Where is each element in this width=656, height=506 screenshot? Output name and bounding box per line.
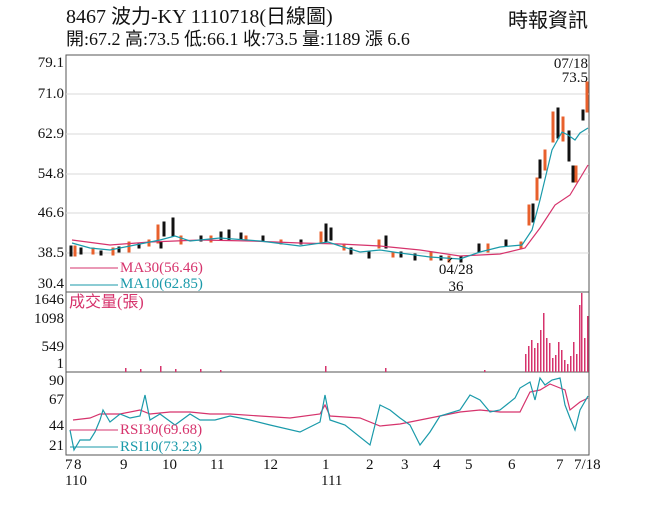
price-tick: 71.0 <box>37 86 64 102</box>
chart-title: 8467 波力-KY 1110718(日線圖) <box>66 6 333 28</box>
x-tick: 7/18 <box>574 457 601 473</box>
price-tick: 38.5 <box>37 245 64 261</box>
x-tick: 11 <box>210 457 225 473</box>
volume-tick: 1646 <box>34 292 64 308</box>
quote-summary: 開:67.2 高:73.5 低:66.1 收:73.5 量:1189 漲 6.6 <box>66 29 410 49</box>
price-tick: 62.9 <box>37 126 64 142</box>
rsi10-line <box>69 376 589 452</box>
ma30-legend: MA30(56.46) <box>120 260 203 276</box>
x-tick: 7 <box>556 457 564 473</box>
x-tick: 10 <box>162 457 177 473</box>
x-tick: 2 <box>366 457 374 473</box>
price-tick: 54.8 <box>37 166 64 182</box>
candlesticks <box>69 81 589 263</box>
x-tick: 5 <box>465 457 473 473</box>
rsi-tick: 90 <box>49 373 64 389</box>
last-date-label: 07/18 <box>553 56 588 72</box>
x-tick: 7 <box>65 457 73 473</box>
low-marker <box>447 257 453 263</box>
price-tick: 79.1 <box>37 55 64 71</box>
x-tick: 6 <box>508 457 516 473</box>
x-tick: 4 <box>433 457 441 473</box>
volume-tick: 549 <box>41 339 65 355</box>
price-tick: 46.6 <box>37 205 64 221</box>
x-year: 111 <box>321 473 343 489</box>
price-tick: 30.4 <box>37 276 64 292</box>
ma10-legend: MA10(62.85) <box>120 276 203 292</box>
source-label: 時報資訊 <box>508 10 588 32</box>
x-tick: 12 <box>263 457 278 473</box>
x-tick: 3 <box>401 457 409 473</box>
volume-tick: 1098 <box>34 311 64 327</box>
chart-frame <box>65 54 590 456</box>
low-date-label: 04/28 <box>438 262 474 278</box>
volume-title: 成交量(張) <box>69 294 144 311</box>
x-tick: 1 <box>322 457 330 473</box>
rsi-tick: 67 <box>49 392 64 408</box>
rsi10-legend: RSI10(73.23) <box>120 439 203 455</box>
x-tick: 9 <box>120 457 128 473</box>
x-tick: 8 <box>74 457 82 473</box>
low-price-label: 36 <box>448 279 464 295</box>
rsi-tick: 44 <box>49 418 64 434</box>
volume-tick: 1 <box>56 356 65 372</box>
rsi30-line <box>72 383 589 427</box>
last-price-label: 73.5 <box>561 70 588 86</box>
volume-bars <box>125 293 589 372</box>
rsi30-legend: RSI30(69.68) <box>120 422 203 438</box>
rsi-tick: 21 <box>49 438 64 454</box>
ma10-line <box>71 127 589 260</box>
x-year: 110 <box>65 473 87 489</box>
ma30-line <box>71 164 589 257</box>
